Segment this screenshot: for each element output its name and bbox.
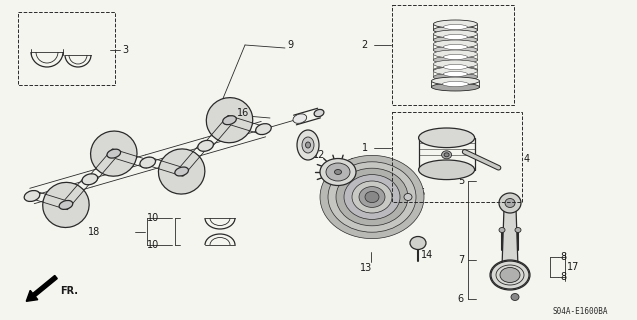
Text: 10: 10 xyxy=(147,213,159,223)
Text: 11: 11 xyxy=(360,160,372,170)
Ellipse shape xyxy=(336,168,408,226)
Ellipse shape xyxy=(334,170,341,174)
Ellipse shape xyxy=(441,151,452,159)
Ellipse shape xyxy=(505,198,515,207)
Text: 9: 9 xyxy=(287,40,293,50)
Ellipse shape xyxy=(442,82,469,86)
Ellipse shape xyxy=(491,261,529,289)
Ellipse shape xyxy=(293,114,306,123)
Ellipse shape xyxy=(443,54,468,60)
Ellipse shape xyxy=(365,191,379,203)
Ellipse shape xyxy=(433,46,478,54)
Ellipse shape xyxy=(433,66,478,74)
Text: 5: 5 xyxy=(458,176,464,186)
Ellipse shape xyxy=(431,77,480,85)
Ellipse shape xyxy=(433,56,478,64)
Ellipse shape xyxy=(352,181,392,213)
Polygon shape xyxy=(502,208,518,267)
Ellipse shape xyxy=(511,293,519,300)
Ellipse shape xyxy=(431,83,480,91)
Ellipse shape xyxy=(433,20,478,28)
Text: 4: 4 xyxy=(524,154,530,164)
Ellipse shape xyxy=(443,35,468,39)
Ellipse shape xyxy=(59,200,73,209)
Ellipse shape xyxy=(419,128,475,148)
Text: 1: 1 xyxy=(362,143,368,153)
Ellipse shape xyxy=(433,60,478,68)
Bar xyxy=(392,112,522,202)
Ellipse shape xyxy=(444,153,449,157)
Ellipse shape xyxy=(297,130,319,160)
Ellipse shape xyxy=(314,109,324,117)
Ellipse shape xyxy=(419,160,475,180)
Text: 16: 16 xyxy=(237,108,249,118)
Text: 2: 2 xyxy=(362,40,368,50)
Text: 8: 8 xyxy=(560,272,566,282)
Ellipse shape xyxy=(326,163,350,181)
Text: 18: 18 xyxy=(88,227,100,236)
Ellipse shape xyxy=(328,162,416,232)
Text: S04A-E1600BA: S04A-E1600BA xyxy=(552,308,608,316)
Ellipse shape xyxy=(302,137,314,153)
Text: 8: 8 xyxy=(560,252,566,262)
Ellipse shape xyxy=(140,157,155,168)
Text: 6: 6 xyxy=(458,294,464,304)
Ellipse shape xyxy=(433,40,478,48)
Ellipse shape xyxy=(359,187,385,207)
Text: 7: 7 xyxy=(458,255,464,265)
Ellipse shape xyxy=(206,98,253,143)
Text: 17: 17 xyxy=(567,262,580,272)
Text: 15: 15 xyxy=(414,188,426,198)
Ellipse shape xyxy=(443,65,468,69)
Ellipse shape xyxy=(433,26,478,34)
Ellipse shape xyxy=(515,228,521,233)
Ellipse shape xyxy=(223,116,236,125)
Bar xyxy=(392,5,514,105)
Ellipse shape xyxy=(433,73,478,81)
Ellipse shape xyxy=(43,182,89,228)
FancyArrow shape xyxy=(26,276,57,301)
Ellipse shape xyxy=(306,142,310,148)
Ellipse shape xyxy=(433,50,478,58)
Ellipse shape xyxy=(404,194,412,201)
Ellipse shape xyxy=(24,190,40,202)
Text: 3: 3 xyxy=(122,45,128,55)
Ellipse shape xyxy=(197,140,213,151)
Text: 14: 14 xyxy=(421,250,433,260)
Ellipse shape xyxy=(499,228,505,233)
Ellipse shape xyxy=(443,71,468,76)
Ellipse shape xyxy=(500,268,520,283)
Ellipse shape xyxy=(499,193,521,213)
Ellipse shape xyxy=(90,131,137,176)
Ellipse shape xyxy=(344,175,400,220)
Ellipse shape xyxy=(320,158,356,186)
Ellipse shape xyxy=(175,167,189,176)
Ellipse shape xyxy=(410,236,426,250)
Ellipse shape xyxy=(443,44,468,50)
Ellipse shape xyxy=(159,149,205,194)
Ellipse shape xyxy=(433,30,478,38)
Bar xyxy=(18,12,115,85)
Ellipse shape xyxy=(433,67,478,75)
Ellipse shape xyxy=(82,174,97,185)
Ellipse shape xyxy=(443,25,468,29)
Ellipse shape xyxy=(107,149,120,158)
Ellipse shape xyxy=(255,124,271,135)
Ellipse shape xyxy=(320,156,424,239)
Text: 12: 12 xyxy=(313,150,326,160)
Text: 10: 10 xyxy=(147,240,159,250)
Ellipse shape xyxy=(433,36,478,44)
Text: FR.: FR. xyxy=(60,286,78,296)
Text: 13: 13 xyxy=(360,263,372,273)
